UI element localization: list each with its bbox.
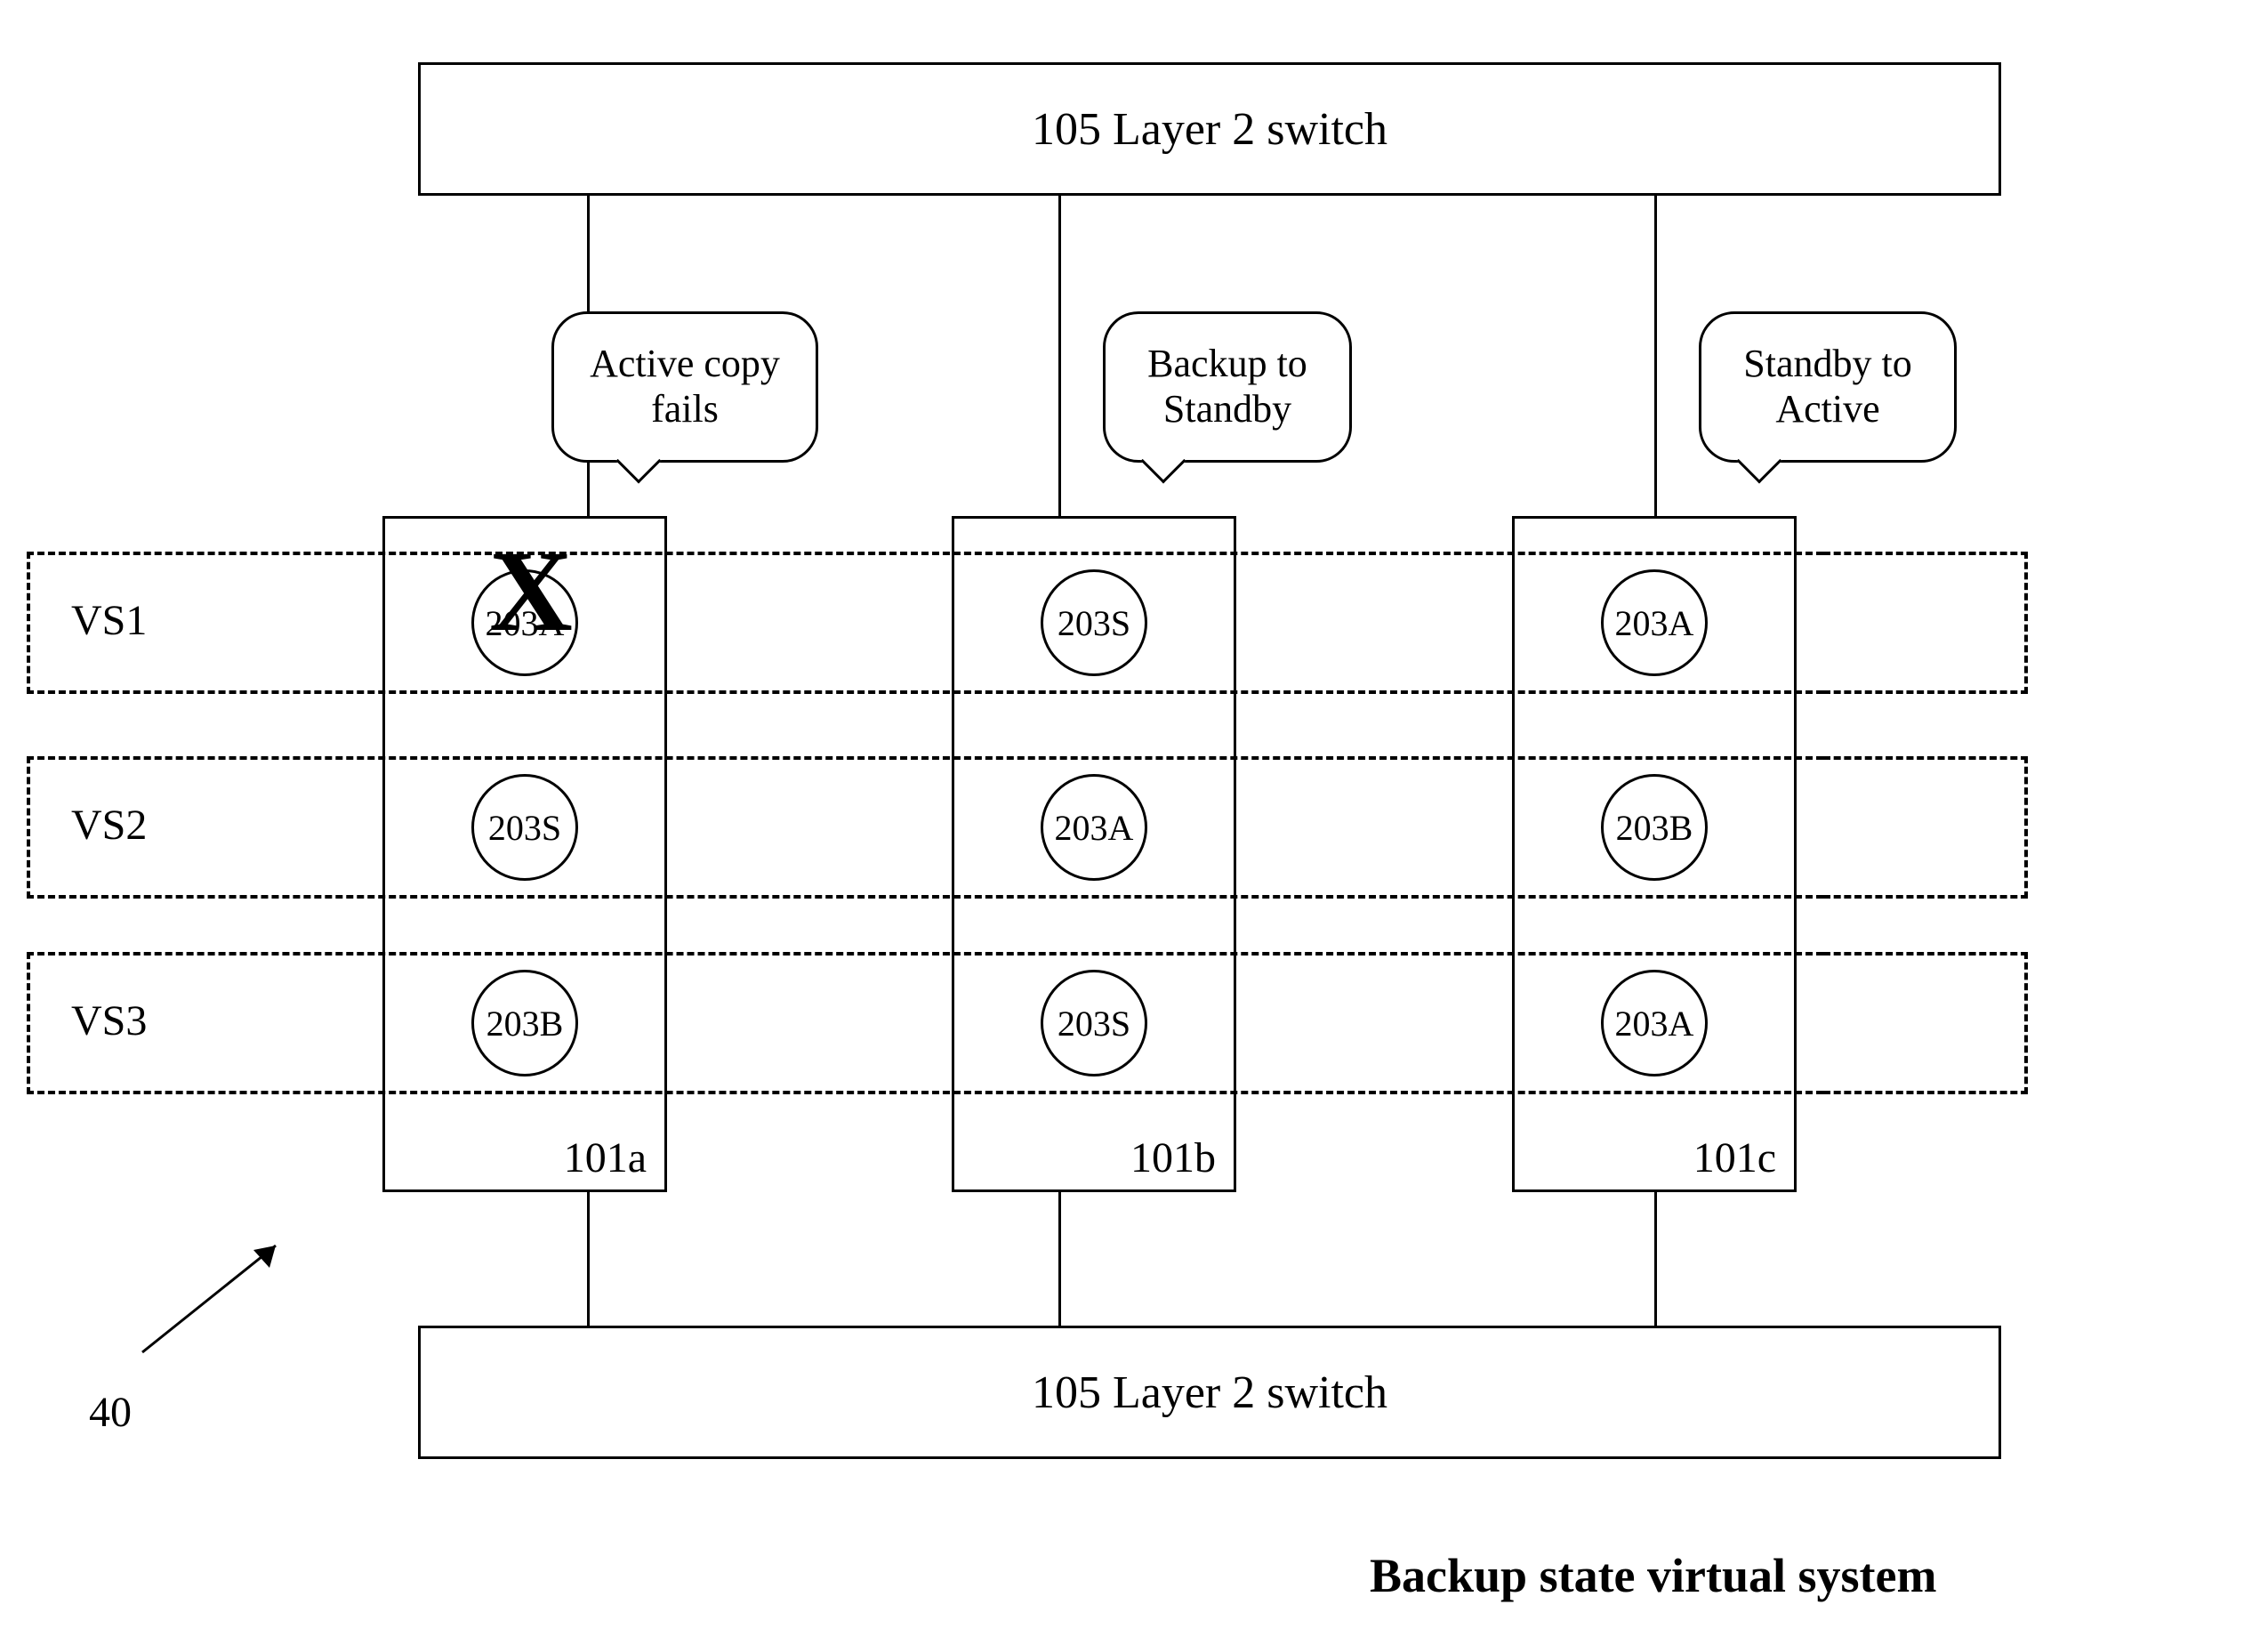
node-c-vs3: 203A: [1601, 970, 1708, 1077]
figure-ref-arrow-icon: [125, 1219, 320, 1370]
node-a-vs3: 203B: [471, 970, 578, 1077]
column-c-label: 101c: [1693, 1133, 1776, 1182]
node-c-vs2-label: 203B: [1616, 807, 1693, 849]
figure-ref-label: 40: [89, 1388, 132, 1437]
vs3-band-right: [1823, 952, 2028, 1094]
node-b-vs2-label: 203A: [1055, 807, 1134, 849]
node-a-vs3-label: 203B: [487, 1003, 564, 1044]
node-a-vs2: 203S: [471, 774, 578, 881]
callout-b: Backup to Standby: [1103, 311, 1352, 463]
column-a-label: 101a: [564, 1133, 647, 1182]
vs3-label: VS3: [71, 996, 147, 1045]
diagram-caption: Backup state virtual system: [1370, 1548, 1936, 1603]
node-a-vs1-label: 203A: [486, 602, 565, 644]
callout-c: Standby to Active: [1699, 311, 1957, 463]
callout-c-text: Standby to Active: [1743, 342, 1911, 431]
wire-top-b: [1058, 196, 1061, 516]
node-a-vs1: 203A: [471, 569, 578, 676]
wire-bot-a: [587, 1192, 590, 1326]
column-b-label: 101b: [1130, 1133, 1216, 1182]
node-b-vs3: 203S: [1041, 970, 1147, 1077]
node-a-vs2-label: 203S: [488, 807, 561, 849]
bottom-switch-box: 105 Layer 2 switch: [418, 1326, 2001, 1459]
vs2-band-right: [1823, 756, 2028, 899]
node-b-vs1-label: 203S: [1058, 602, 1130, 644]
bottom-switch-label: 105 Layer 2 switch: [1032, 1367, 1387, 1419]
callout-b-text: Backup to Standby: [1147, 342, 1307, 431]
node-b-vs3-label: 203S: [1058, 1003, 1130, 1044]
diagram-canvas: 105 Layer 2 switch Active copy fails Bac…: [0, 0, 2268, 1645]
top-switch-box: 105 Layer 2 switch: [418, 62, 2001, 196]
vs1-band-right: [1823, 552, 2028, 694]
node-b-vs2: 203A: [1041, 774, 1147, 881]
wire-bot-c: [1654, 1192, 1657, 1326]
node-c-vs2: 203B: [1601, 774, 1708, 881]
wire-bot-b: [1058, 1192, 1061, 1326]
node-c-vs1: 203A: [1601, 569, 1708, 676]
top-switch-label: 105 Layer 2 switch: [1032, 103, 1387, 156]
callout-a: Active copy fails: [551, 311, 818, 463]
callout-a-text: Active copy fails: [590, 342, 780, 431]
vs2-label: VS2: [71, 801, 147, 850]
node-b-vs1: 203S: [1041, 569, 1147, 676]
wire-top-c: [1654, 196, 1657, 516]
node-c-vs1-label: 203A: [1615, 602, 1694, 644]
node-c-vs3-label: 203A: [1615, 1003, 1694, 1044]
vs1-label: VS1: [71, 596, 147, 645]
